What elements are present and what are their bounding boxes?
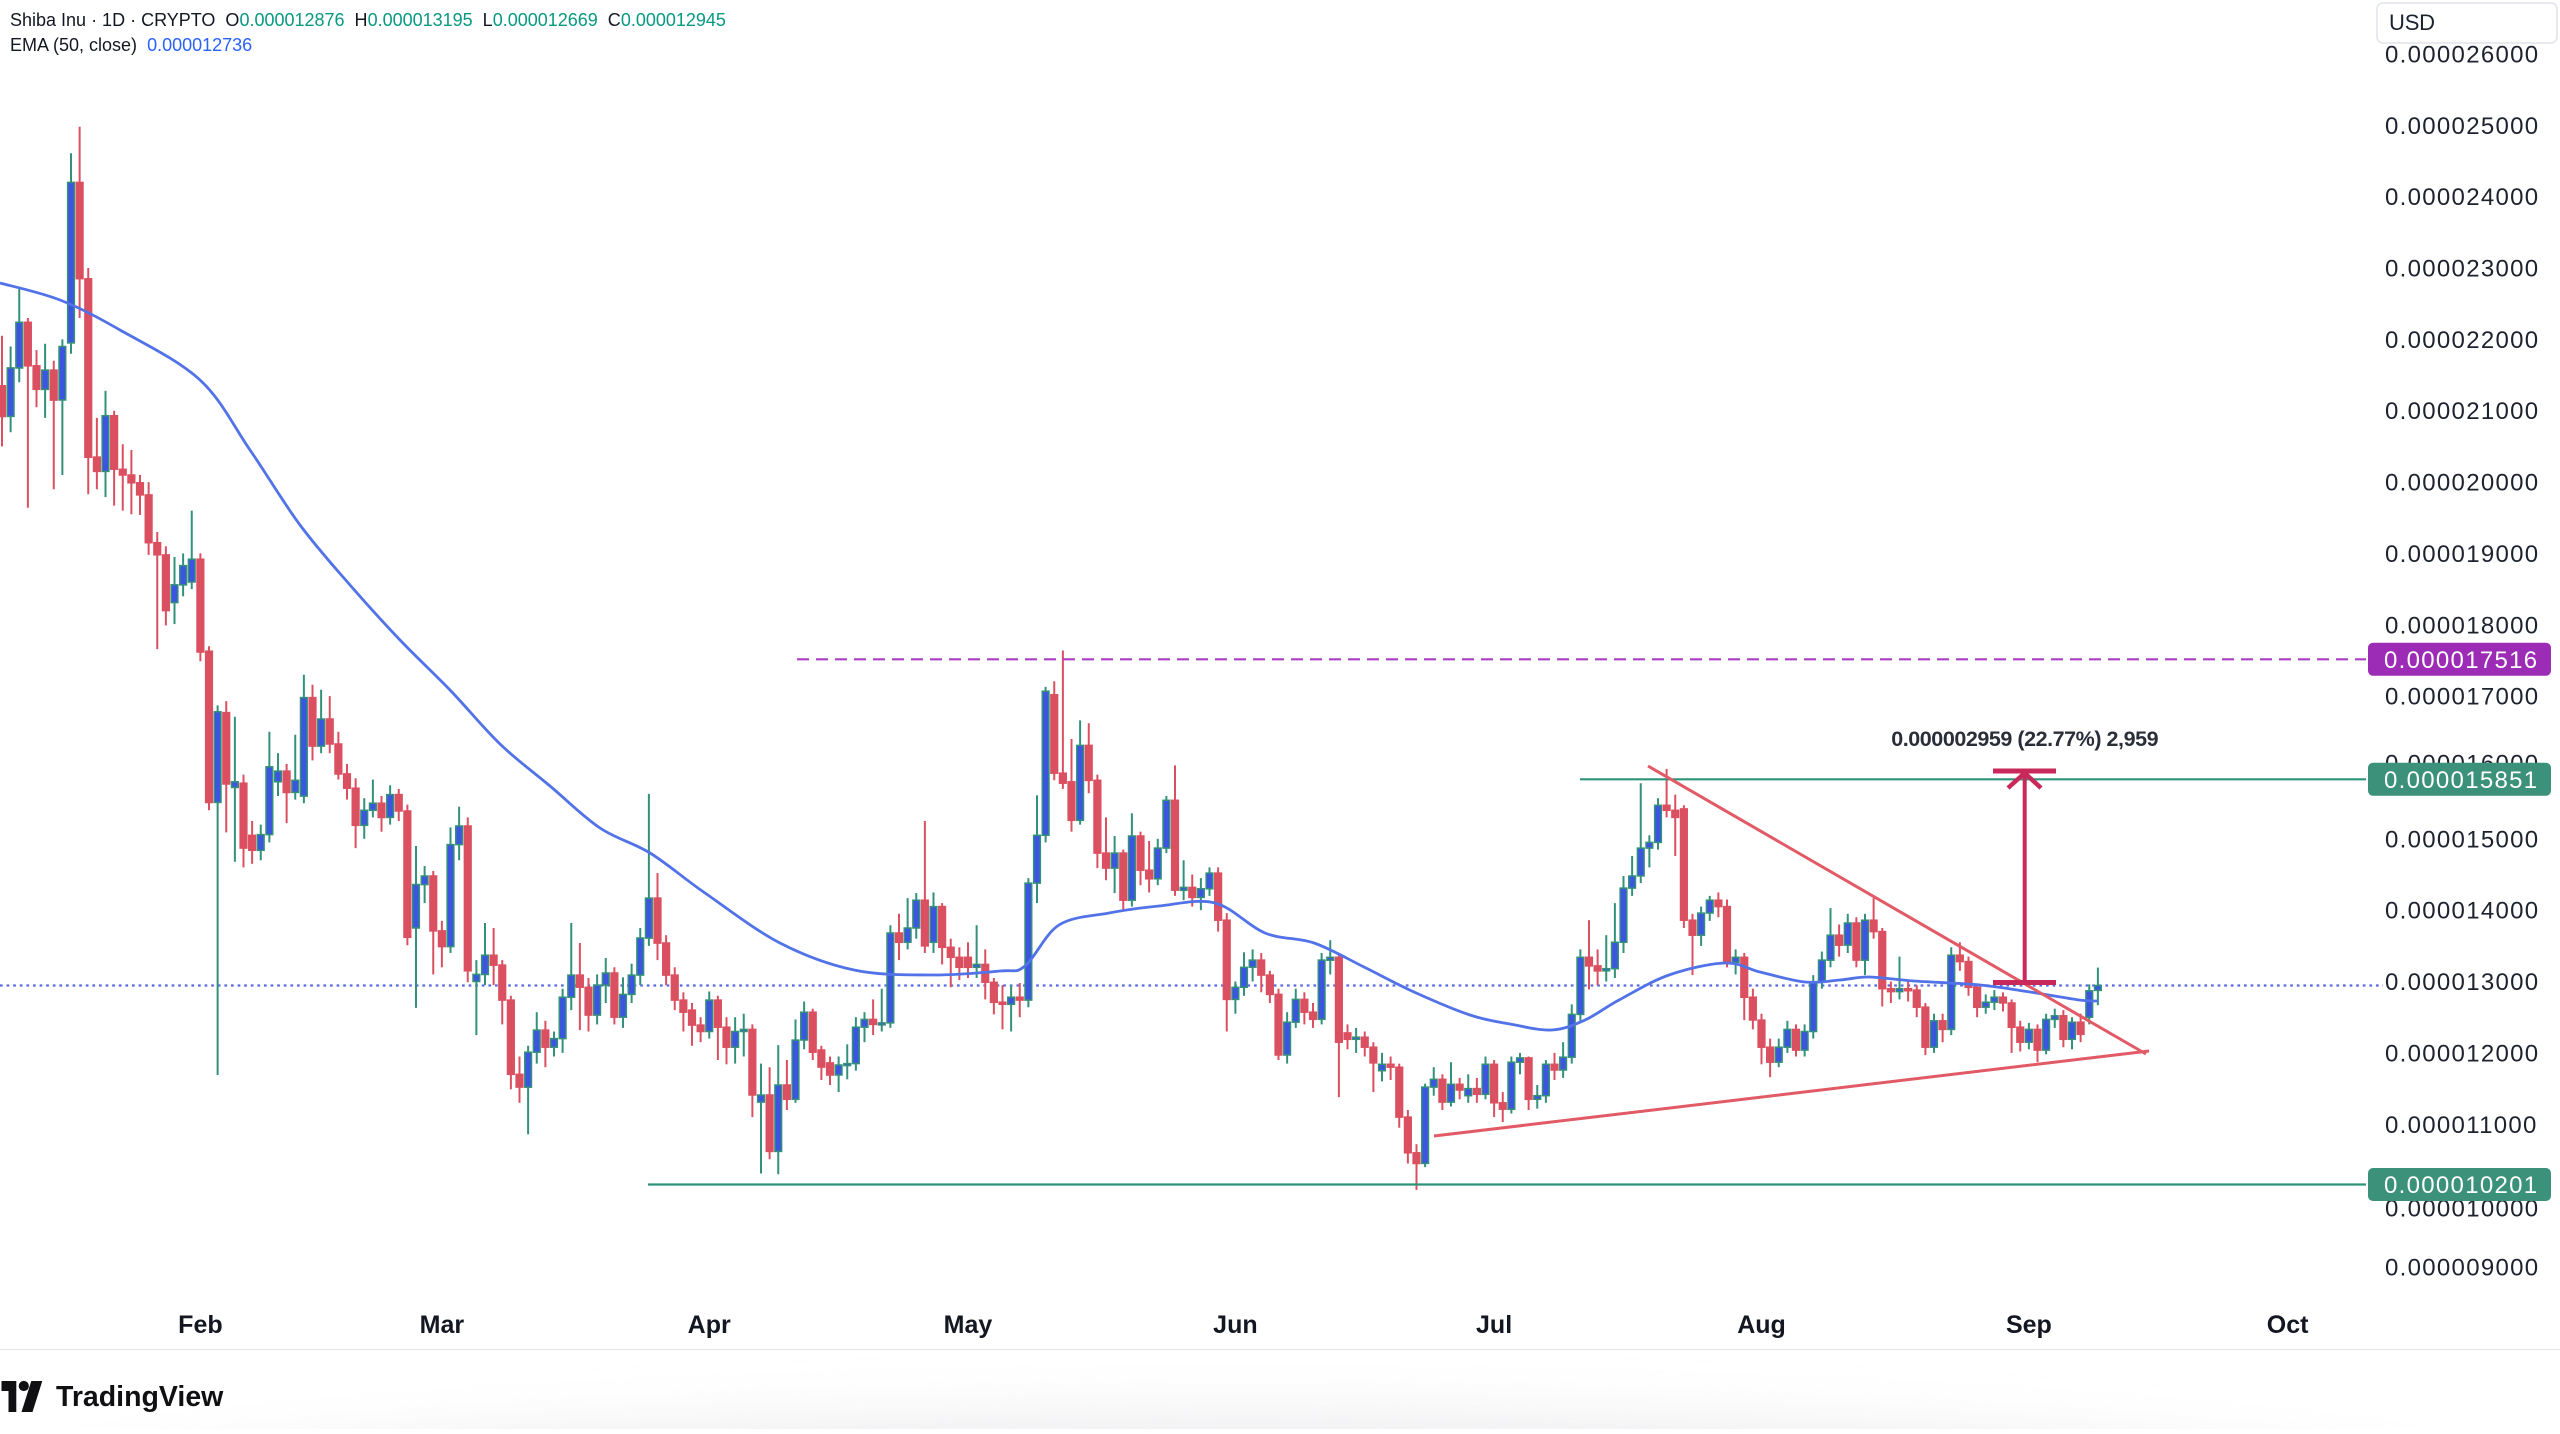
svg-text:Aug: Aug <box>1737 1311 1786 1339</box>
svg-text:0.000017000: 0.000017000 <box>2385 684 2539 711</box>
svg-text:Shiba Inu · 1D · CRYPTO O0.00: Shiba Inu · 1D · CRYPTO O0.000012876 H0.… <box>10 10 726 30</box>
svg-text:Mar: Mar <box>420 1311 465 1339</box>
svg-text:0.000011000: 0.000011000 <box>2385 1112 2538 1139</box>
svg-text:0.000015000: 0.000015000 <box>2385 826 2539 853</box>
svg-text:0.000026000: 0.000026000 <box>2385 42 2539 69</box>
svg-text:Sep: Sep <box>2006 1311 2052 1339</box>
svg-text:0.000017516: 0.000017516 <box>2384 647 2538 674</box>
svg-text:0.000024000: 0.000024000 <box>2385 184 2539 211</box>
svg-text:0.000010201: 0.000010201 <box>2384 1172 2538 1199</box>
svg-text:0.000009000: 0.000009000 <box>2385 1254 2539 1281</box>
svg-text:0.000021000: 0.000021000 <box>2385 398 2539 425</box>
svg-text:Apr: Apr <box>688 1311 731 1339</box>
svg-text:0.000002959 (22.77%) 2,959: 0.000002959 (22.77%) 2,959 <box>1891 727 2158 751</box>
svg-text:Jul: Jul <box>1476 1311 1512 1339</box>
svg-text:EMA (50, close) 0.000012736: EMA (50, close) 0.000012736 <box>10 35 252 55</box>
svg-text:0.000023000: 0.000023000 <box>2385 256 2539 283</box>
svg-text:Jun: Jun <box>1213 1311 1257 1339</box>
svg-text:0.000025000: 0.000025000 <box>2385 113 2539 140</box>
svg-text:0.000019000: 0.000019000 <box>2385 541 2539 568</box>
svg-text:May: May <box>944 1311 993 1339</box>
svg-text:0.000014000: 0.000014000 <box>2385 898 2539 925</box>
svg-text:TradingView: TradingView <box>56 1381 224 1413</box>
svg-text:0.000015851: 0.000015851 <box>2384 767 2538 794</box>
svg-text:0.000012000: 0.000012000 <box>2385 1040 2539 1067</box>
svg-text:0.000020000: 0.000020000 <box>2385 470 2539 497</box>
svg-text:0.000018000: 0.000018000 <box>2385 612 2539 639</box>
svg-text:USD: USD <box>2389 10 2435 35</box>
svg-text:Feb: Feb <box>178 1311 222 1339</box>
svg-text:0.000013000: 0.000013000 <box>2385 969 2539 996</box>
svg-text:Oct: Oct <box>2267 1311 2309 1339</box>
svg-text:0.000022000: 0.000022000 <box>2385 327 2539 354</box>
